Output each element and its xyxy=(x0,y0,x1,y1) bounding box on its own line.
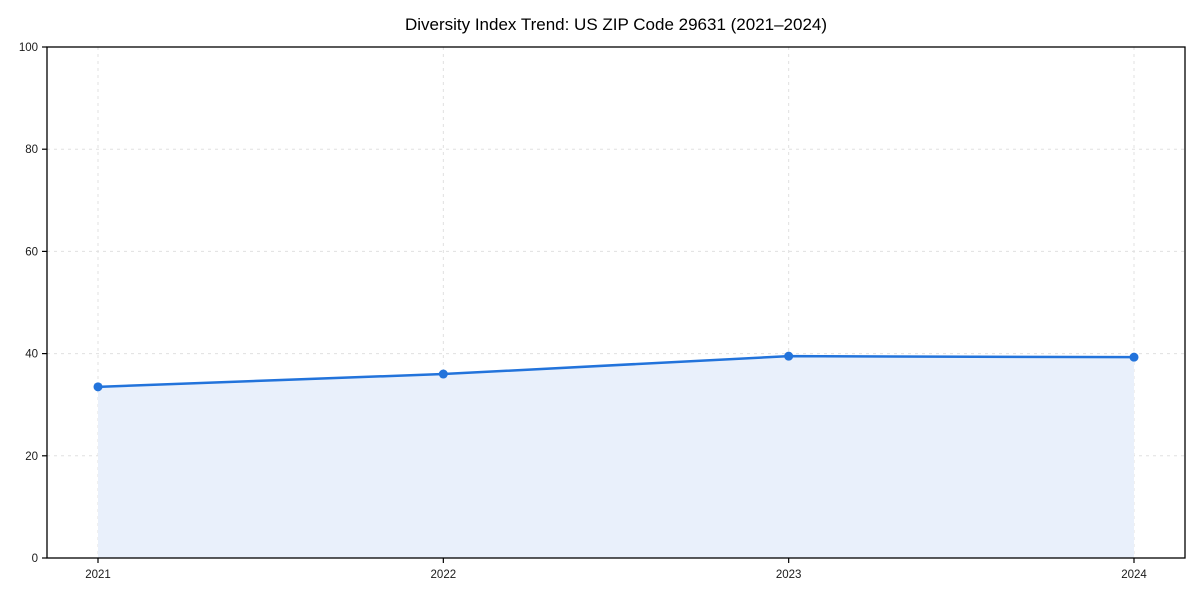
axes-layer: 2021 2022 2023 2024 0 20 40 60 80 100 xyxy=(19,42,1186,581)
y-tick-label: 60 xyxy=(25,246,38,258)
chart-title: Diversity Index Trend: US ZIP Code 29631… xyxy=(405,15,827,34)
data-point-2024 xyxy=(1129,352,1139,362)
x-tick-label: 2023 xyxy=(776,569,802,581)
trend-line xyxy=(96,354,1136,389)
plot-border xyxy=(46,46,1186,559)
y-tick-label: 80 xyxy=(25,144,38,156)
x-tick-label: 2024 xyxy=(1121,569,1147,581)
y-tick-label: 40 xyxy=(25,349,38,361)
data-point-2023 xyxy=(784,351,794,361)
data-point-2021 xyxy=(93,382,103,392)
data-point-2022 xyxy=(438,369,448,379)
area-fill xyxy=(98,356,1134,558)
x-tick-label: 2021 xyxy=(85,569,111,581)
y-tick-label: 100 xyxy=(19,42,38,54)
y-tick-label: 20 xyxy=(25,451,38,463)
x-tick-label: 2022 xyxy=(431,569,457,581)
y-tick-label: 0 xyxy=(32,553,38,565)
series-layer xyxy=(93,351,1139,558)
